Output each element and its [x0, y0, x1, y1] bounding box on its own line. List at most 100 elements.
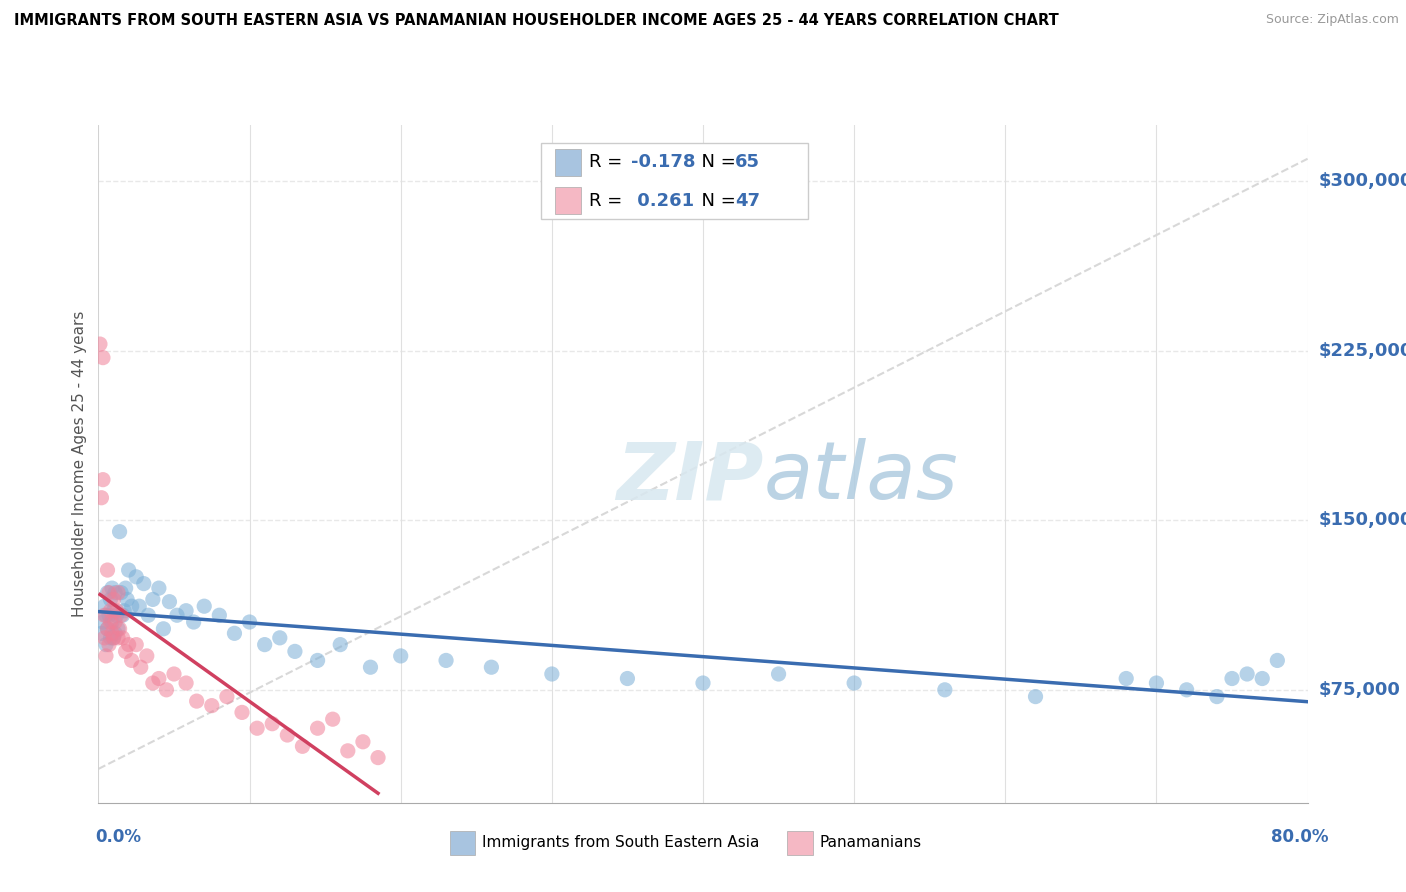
Point	[110, 608, 132, 623]
Point	[93, 631, 115, 645]
Point	[105, 608, 128, 623]
Point	[183, 615, 205, 629]
Point	[104, 626, 127, 640]
Text: R =: R =	[589, 153, 628, 171]
Point	[94, 638, 117, 652]
Point	[329, 638, 352, 652]
Point	[1236, 667, 1258, 681]
Point	[616, 672, 638, 686]
Point	[360, 660, 382, 674]
Point	[284, 644, 307, 658]
Point	[208, 608, 231, 623]
Point	[125, 570, 148, 584]
Point	[105, 604, 128, 618]
Point	[100, 604, 122, 618]
Point	[1115, 672, 1137, 686]
Point	[107, 631, 129, 645]
Point	[108, 524, 131, 539]
Point	[107, 585, 129, 599]
Text: R =: R =	[589, 192, 628, 210]
Point	[1265, 653, 1288, 667]
Text: $75,000: $75,000	[1319, 681, 1400, 698]
Point	[1206, 690, 1229, 704]
Point	[100, 592, 122, 607]
Text: ZIP: ZIP	[616, 438, 763, 516]
Text: N =: N =	[690, 192, 742, 210]
Point	[1175, 682, 1198, 697]
Point	[253, 638, 276, 652]
Point	[111, 608, 134, 623]
Point	[692, 676, 714, 690]
Point	[269, 631, 291, 645]
Point	[844, 676, 866, 690]
Point	[107, 622, 129, 636]
Point	[367, 750, 389, 764]
Point	[96, 622, 118, 636]
Point	[104, 615, 127, 629]
Text: atlas: atlas	[763, 438, 959, 516]
Point	[1024, 690, 1046, 704]
Point	[114, 581, 136, 595]
Point	[307, 721, 329, 735]
Point	[142, 592, 165, 607]
Point	[307, 653, 329, 667]
Text: 0.261: 0.261	[631, 192, 695, 210]
Point	[98, 585, 121, 599]
Point	[166, 608, 188, 623]
Point	[96, 563, 118, 577]
Point	[336, 744, 359, 758]
Text: Immigrants from South Eastern Asia: Immigrants from South Eastern Asia	[482, 836, 759, 850]
Point	[108, 622, 131, 636]
Point	[111, 631, 134, 645]
Point	[94, 648, 117, 663]
Point	[103, 592, 125, 607]
Point	[90, 626, 112, 640]
Point	[291, 739, 314, 754]
Point	[100, 615, 122, 629]
Point	[112, 604, 135, 618]
Point	[118, 563, 141, 577]
Point	[100, 631, 122, 645]
Point	[159, 595, 181, 609]
Point	[174, 676, 197, 690]
Point	[121, 653, 143, 667]
Point	[276, 728, 298, 742]
Point	[91, 473, 114, 487]
Point	[481, 660, 503, 674]
Point	[91, 615, 114, 629]
Point	[101, 581, 124, 595]
Point	[934, 682, 956, 697]
Text: N =: N =	[690, 153, 742, 171]
Text: IMMIGRANTS FROM SOUTH EASTERN ASIA VS PANAMANIAN HOUSEHOLDER INCOME AGES 25 - 44: IMMIGRANTS FROM SOUTH EASTERN ASIA VS PA…	[14, 13, 1059, 29]
Text: $300,000: $300,000	[1319, 172, 1406, 190]
Point	[1251, 672, 1274, 686]
Point	[136, 608, 159, 623]
Point	[89, 337, 111, 351]
Point	[246, 721, 269, 735]
Point	[201, 698, 224, 713]
Point	[262, 716, 284, 731]
Text: 0.0%: 0.0%	[96, 828, 142, 846]
Text: Panamanians: Panamanians	[820, 836, 922, 850]
Point	[1144, 676, 1167, 690]
Point	[215, 690, 238, 704]
Text: $225,000: $225,000	[1319, 342, 1406, 359]
Text: Source: ZipAtlas.com: Source: ZipAtlas.com	[1265, 13, 1399, 27]
Point	[148, 581, 170, 595]
Point	[93, 599, 115, 614]
Point	[110, 585, 132, 599]
Point	[129, 660, 152, 674]
Point	[155, 682, 177, 697]
Point	[118, 638, 141, 652]
Point	[148, 672, 170, 686]
Point	[115, 592, 138, 607]
Y-axis label: Householder Income Ages 25 - 44 years: Householder Income Ages 25 - 44 years	[72, 310, 87, 617]
Point	[98, 608, 121, 623]
Point	[91, 351, 114, 365]
Point	[103, 631, 125, 645]
Point	[434, 653, 457, 667]
Point	[352, 735, 374, 749]
Point	[231, 706, 253, 720]
Text: -0.178: -0.178	[631, 153, 696, 171]
Text: 80.0%: 80.0%	[1271, 828, 1329, 846]
